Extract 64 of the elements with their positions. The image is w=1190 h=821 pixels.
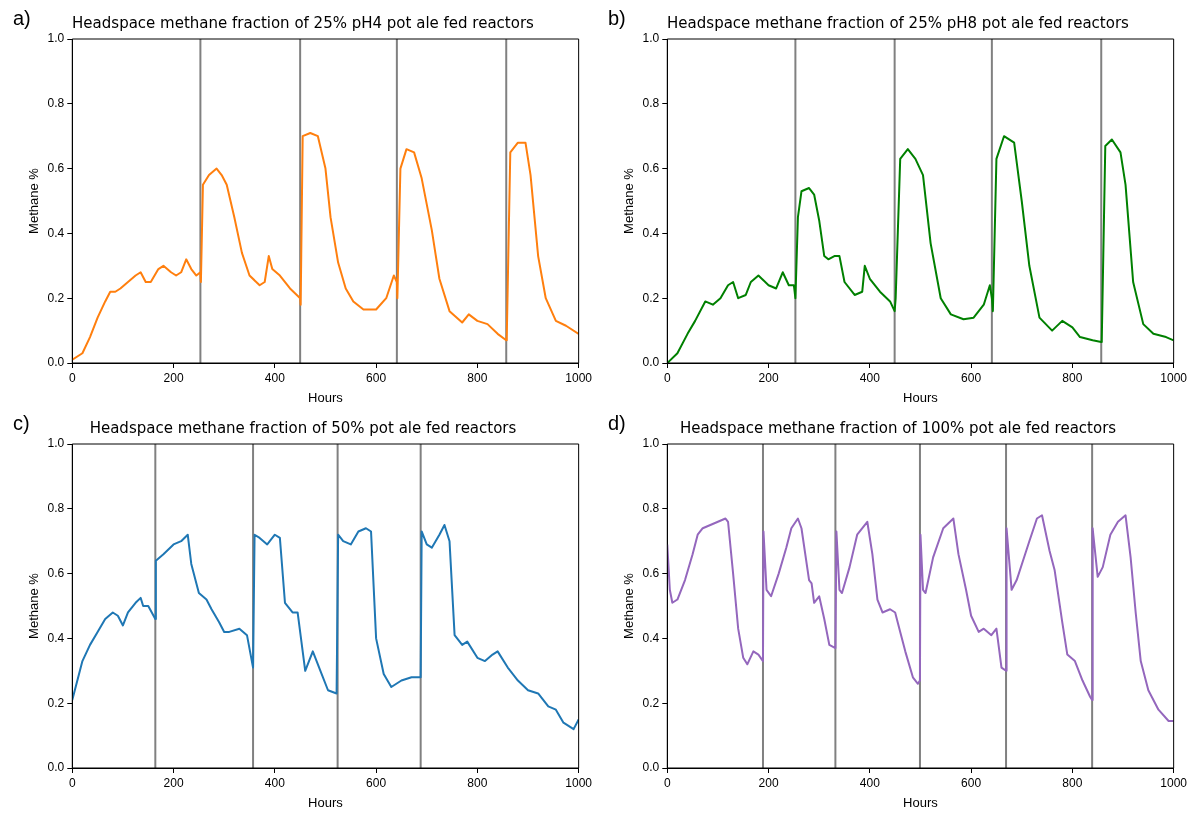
y-tick-label: 1.0 (47, 436, 65, 451)
y-tick-label: 0.4 (642, 630, 660, 645)
y-tick-label: 0.0 (642, 760, 660, 775)
y-tick-label: 0.4 (642, 225, 660, 240)
y-tick-label: 0.8 (642, 501, 660, 516)
x-tick-label: 400 (859, 775, 881, 790)
x-tick-label: 1000 (1160, 370, 1188, 385)
y-axis-title: Methane % (26, 167, 42, 234)
x-tick-label: 1000 (1160, 775, 1188, 790)
y-tick-label: 1.0 (642, 436, 660, 451)
x-tick-label: 800 (1062, 775, 1083, 790)
x-tick-label: 600 (366, 775, 387, 790)
y-tick-label: 0.2 (642, 290, 660, 305)
y-tick-label: 0.2 (47, 290, 65, 305)
text: a) (13, 7, 31, 30)
y-tick-label: 0.4 (47, 630, 65, 645)
x-axis-title: Hours (308, 389, 344, 405)
x-tick-label: 200 (758, 370, 779, 385)
y-tick-label: 0.6 (47, 160, 65, 175)
x-axis-title: Hours (903, 389, 939, 405)
x-tick-label: 200 (163, 370, 184, 385)
x-tick-label: 400 (859, 370, 881, 385)
x-tick-label: 1000 (565, 775, 593, 790)
y-tick-label: 0.8 (47, 96, 65, 111)
chart-title: Headspace methane fraction of 50% pot ale fed reactors (89, 418, 517, 437)
chart-title: Headspace methane fraction of 100% pot ale fed reactors (679, 418, 1117, 437)
x-tick-label: 0 (663, 775, 671, 790)
x-tick-label: 400 (264, 370, 286, 385)
chart-title: Headspace methane fraction of 25% pH8 pot ale fed reactors (667, 13, 1130, 32)
x-tick-label: 600 (961, 775, 982, 790)
y-axis-title: Methane % (621, 572, 637, 639)
y-tick-label: 0.2 (642, 695, 660, 710)
y-tick-label: 0.0 (642, 355, 660, 370)
x-tick-label: 600 (366, 370, 387, 385)
text: c) (13, 412, 30, 435)
x-tick-label: 0 (68, 775, 76, 790)
y-axis-title: Methane % (621, 167, 637, 234)
x-tick-label: 200 (163, 775, 184, 790)
x-tick-label: 600 (961, 370, 982, 385)
x-tick-label: 400 (264, 775, 286, 790)
x-axis-title: Hours (903, 794, 939, 810)
chart-title: Headspace methane fraction of 25% pH4 pot ale fed reactors (72, 13, 535, 32)
y-tick-label: 0.8 (47, 501, 65, 516)
y-tick-label: 0.6 (642, 565, 660, 580)
text: d) (608, 412, 626, 435)
x-axis-title: Hours (308, 794, 344, 810)
y-tick-label: 0.2 (47, 695, 65, 710)
x-tick-label: 200 (758, 775, 779, 790)
y-tick-label: 0.4 (47, 225, 65, 240)
x-tick-label: 0 (663, 370, 671, 385)
x-tick-label: 1000 (565, 370, 593, 385)
y-tick-label: 0.8 (642, 96, 660, 111)
text: b) (608, 7, 626, 30)
y-tick-label: 0.0 (47, 760, 65, 775)
x-tick-label: 0 (68, 370, 76, 385)
y-axis-title: Methane % (26, 572, 42, 639)
y-tick-label: 1.0 (642, 31, 660, 46)
y-tick-label: 0.6 (642, 160, 660, 175)
y-tick-label: 0.0 (47, 355, 65, 370)
x-tick-label: 800 (1062, 370, 1083, 385)
x-tick-label: 800 (467, 775, 488, 790)
y-tick-label: 1.0 (47, 31, 65, 46)
x-tick-label: 800 (467, 370, 488, 385)
y-tick-label: 0.6 (47, 565, 65, 580)
